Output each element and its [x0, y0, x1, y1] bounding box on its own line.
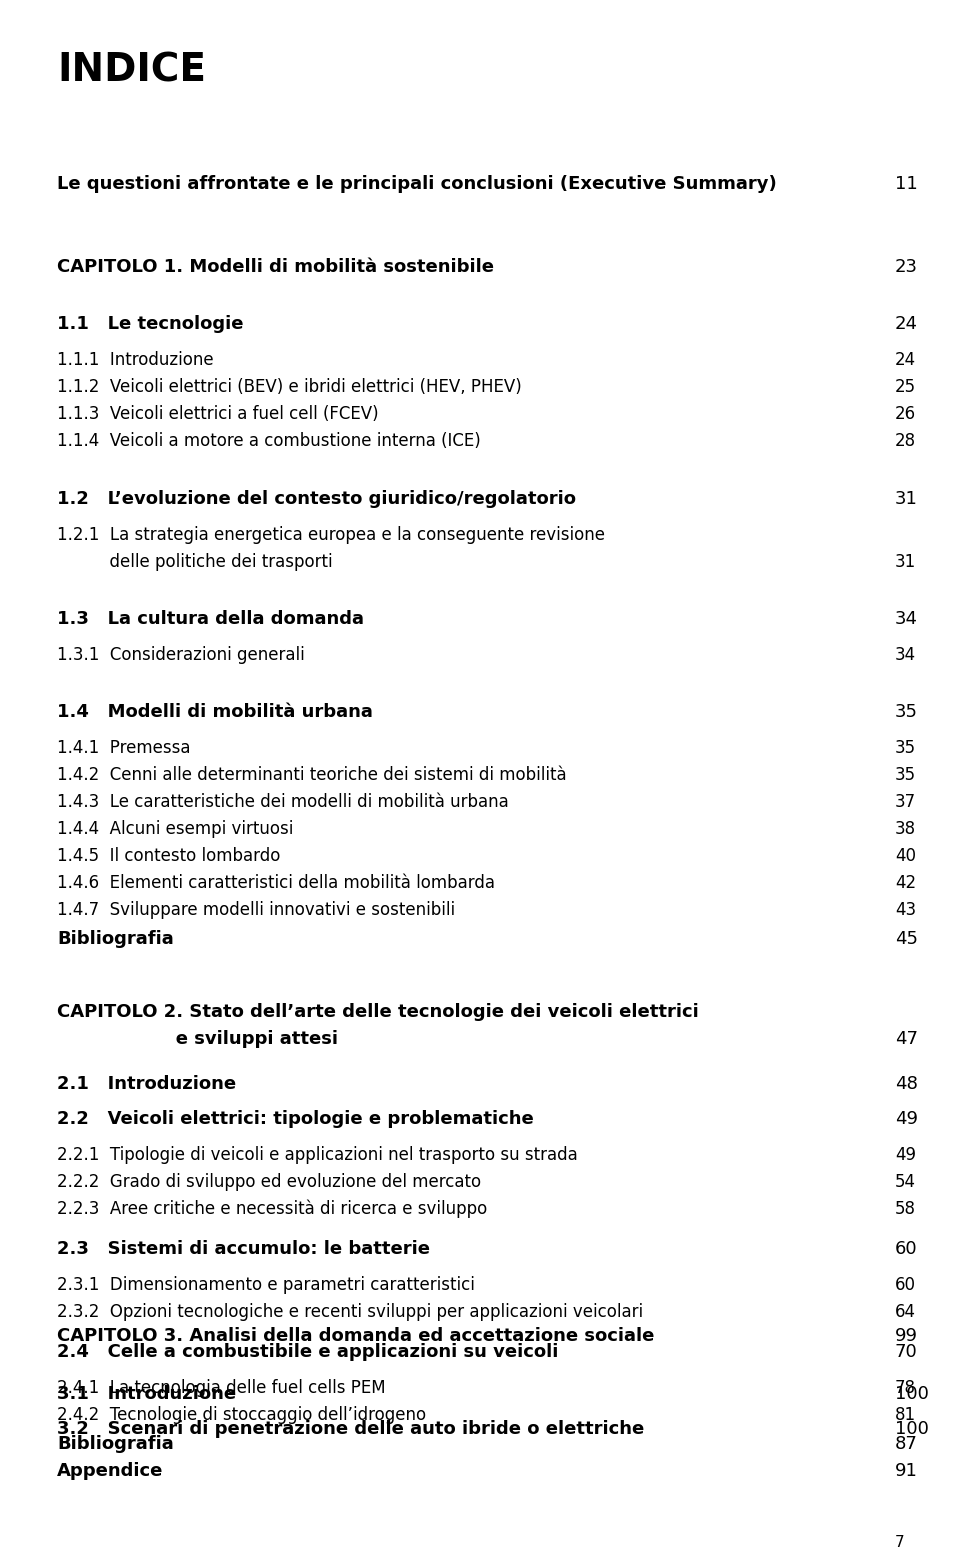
- Text: 2.3.2  Opzioni tecnologiche e recenti sviluppi per applicazioni veicolari: 2.3.2 Opzioni tecnologiche e recenti svi…: [57, 1304, 643, 1321]
- Text: 1.4.1  Premessa: 1.4.1 Premessa: [57, 739, 190, 757]
- Text: 35: 35: [895, 739, 916, 757]
- Text: 37: 37: [895, 793, 916, 811]
- Text: 2.4   Celle a combustibile e applicazioni su veicoli: 2.4 Celle a combustibile e applicazioni …: [57, 1343, 559, 1362]
- Text: 1.4.2  Cenni alle determinanti teoriche dei sistemi di mobilità: 1.4.2 Cenni alle determinanti teoriche d…: [57, 765, 566, 784]
- Text: 2.2.2  Grado di sviluppo ed evoluzione del mercato: 2.2.2 Grado di sviluppo ed evoluzione de…: [57, 1174, 481, 1191]
- Text: 49: 49: [895, 1110, 918, 1128]
- Text: 24: 24: [895, 315, 918, 333]
- Text: 1.1   Le tecnologie: 1.1 Le tecnologie: [57, 315, 244, 333]
- Text: 45: 45: [895, 930, 918, 948]
- Text: Le questioni affrontate e le principali conclusioni (Executive Summary): Le questioni affrontate e le principali …: [57, 175, 777, 192]
- Text: Bibliografia: Bibliografia: [57, 1435, 174, 1452]
- Text: 1.1.1  Introduzione: 1.1.1 Introduzione: [57, 351, 214, 369]
- Text: 2.4.1  La tecnologia delle fuel cells PEM: 2.4.1 La tecnologia delle fuel cells PEM: [57, 1379, 386, 1398]
- Text: 54: 54: [895, 1174, 916, 1191]
- Text: 11: 11: [895, 175, 918, 192]
- Text: 1.3   La cultura della domanda: 1.3 La cultura della domanda: [57, 610, 364, 628]
- Text: 1.4   Modelli di mobilità urbana: 1.4 Modelli di mobilità urbana: [57, 703, 372, 721]
- Text: 1.3.1  Considerazioni generali: 1.3.1 Considerazioni generali: [57, 646, 304, 664]
- Text: 31: 31: [895, 552, 916, 571]
- Text: 48: 48: [895, 1075, 918, 1092]
- Text: 58: 58: [895, 1200, 916, 1218]
- Text: CAPITOLO 3. Analisi della domanda ed accettazione sociale: CAPITOLO 3. Analisi della domanda ed acc…: [57, 1327, 655, 1344]
- Text: 100: 100: [895, 1385, 929, 1402]
- Text: 1.1.4  Veicoli a motore a combustione interna (ICE): 1.1.4 Veicoli a motore a combustione int…: [57, 432, 481, 451]
- Text: 70: 70: [895, 1343, 918, 1362]
- Text: 1.4.5  Il contesto lombardo: 1.4.5 Il contesto lombardo: [57, 847, 280, 865]
- Text: 2.2.3  Aree critiche e necessità di ricerca e sviluppo: 2.2.3 Aree critiche e necessità di ricer…: [57, 1200, 488, 1219]
- Text: INDICE: INDICE: [57, 52, 206, 91]
- Text: 1.2.1  La strategia energetica europea e la conseguente revisione: 1.2.1 La strategia energetica europea e …: [57, 526, 605, 545]
- Text: 2.3   Sistemi di accumulo: le batterie: 2.3 Sistemi di accumulo: le batterie: [57, 1239, 430, 1258]
- Text: 42: 42: [895, 873, 916, 892]
- Text: 3.2   Scenari di penetrazione delle auto ibride o elettriche: 3.2 Scenari di penetrazione delle auto i…: [57, 1419, 644, 1438]
- Text: 23: 23: [895, 258, 918, 275]
- Text: 60: 60: [895, 1239, 918, 1258]
- Text: 2.2.1  Tipologie di veicoli e applicazioni nel trasporto su strada: 2.2.1 Tipologie di veicoli e applicazion…: [57, 1146, 578, 1164]
- Text: 38: 38: [895, 820, 916, 837]
- Text: 26: 26: [895, 405, 916, 423]
- Text: 87: 87: [895, 1435, 918, 1452]
- Text: 64: 64: [895, 1304, 916, 1321]
- Text: 1.4.4  Alcuni esempi virtuosi: 1.4.4 Alcuni esempi virtuosi: [57, 820, 294, 837]
- Text: 2.4.2  Tecnologie di stoccaggio dell’idrogeno: 2.4.2 Tecnologie di stoccaggio dell’idro…: [57, 1405, 426, 1424]
- Text: Appendice: Appendice: [57, 1462, 163, 1480]
- Text: CAPITOLO 2. Stato dell’arte delle tecnologie dei veicoli elettrici: CAPITOLO 2. Stato dell’arte delle tecnol…: [57, 1003, 699, 1020]
- Text: 40: 40: [895, 847, 916, 865]
- Text: 3.1   Introduzione: 3.1 Introduzione: [57, 1385, 236, 1402]
- Text: 2.3.1  Dimensionamento e parametri caratteristici: 2.3.1 Dimensionamento e parametri caratt…: [57, 1275, 475, 1294]
- Text: 34: 34: [895, 646, 916, 664]
- Text: 100: 100: [895, 1419, 929, 1438]
- Text: e sviluppi attesi: e sviluppi attesi: [57, 1030, 338, 1049]
- Text: 35: 35: [895, 703, 918, 721]
- Text: 2.1   Introduzione: 2.1 Introduzione: [57, 1075, 236, 1092]
- Text: 60: 60: [895, 1275, 916, 1294]
- Text: 24: 24: [895, 351, 916, 369]
- Text: 49: 49: [895, 1146, 916, 1164]
- Text: 28: 28: [895, 432, 916, 451]
- Text: 1.4.3  Le caratteristiche dei modelli di mobilità urbana: 1.4.3 Le caratteristiche dei modelli di …: [57, 793, 509, 811]
- Text: Bibliografia: Bibliografia: [57, 930, 174, 948]
- Text: 1.1.2  Veicoli elettrici (BEV) e ibridi elettrici (HEV, PHEV): 1.1.2 Veicoli elettrici (BEV) e ibridi e…: [57, 379, 521, 396]
- Text: 91: 91: [895, 1462, 918, 1480]
- Text: delle politiche dei trasporti: delle politiche dei trasporti: [57, 552, 332, 571]
- Text: 78: 78: [895, 1379, 916, 1398]
- Text: 1.4.6  Elementi caratteristici della mobilità lombarda: 1.4.6 Elementi caratteristici della mobi…: [57, 873, 495, 892]
- Text: 7: 7: [895, 1535, 904, 1549]
- Text: 47: 47: [895, 1030, 918, 1049]
- Text: 1.4.7  Sviluppare modelli innovativi e sostenibili: 1.4.7 Sviluppare modelli innovativi e so…: [57, 901, 455, 919]
- Text: 81: 81: [895, 1405, 916, 1424]
- Text: 2.2   Veicoli elettrici: tipologie e problematiche: 2.2 Veicoli elettrici: tipologie e probl…: [57, 1110, 534, 1128]
- Text: 99: 99: [895, 1327, 918, 1344]
- Text: 1.2   L’evoluzione del contesto giuridico/regolatorio: 1.2 L’evoluzione del contesto giuridico/…: [57, 490, 576, 509]
- Text: 25: 25: [895, 379, 916, 396]
- Text: 34: 34: [895, 610, 918, 628]
- Text: 31: 31: [895, 490, 918, 509]
- Text: 1.1.3  Veicoli elettrici a fuel cell (FCEV): 1.1.3 Veicoli elettrici a fuel cell (FCE…: [57, 405, 378, 423]
- Text: 35: 35: [895, 765, 916, 784]
- Text: CAPITOLO 1. Modelli di mobilità sostenibile: CAPITOLO 1. Modelli di mobilità sostenib…: [57, 258, 494, 275]
- Text: 43: 43: [895, 901, 916, 919]
